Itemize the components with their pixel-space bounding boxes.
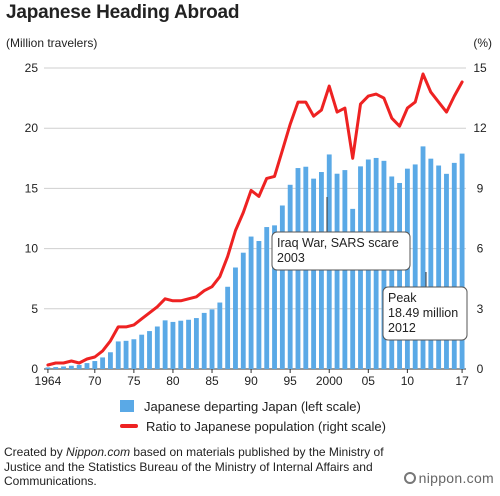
legend-line-swatch <box>120 424 138 428</box>
bar <box>389 176 395 369</box>
bar <box>178 320 184 369</box>
left-tick-label: 10 <box>25 242 39 256</box>
logo-mark-icon <box>403 472 416 484</box>
bar <box>131 339 137 369</box>
ratio-line <box>46 72 464 367</box>
x-tick-label: 95 <box>283 374 297 388</box>
bar <box>217 302 223 369</box>
annotation-text: 2012 <box>388 321 416 335</box>
bar <box>233 267 238 369</box>
bar <box>68 365 74 369</box>
x-tick-label: 05 <box>362 374 376 388</box>
bar <box>248 236 254 369</box>
bar <box>100 357 106 369</box>
bar <box>225 286 231 369</box>
annotation-text: 2003 <box>277 251 305 265</box>
bar <box>209 309 215 369</box>
left-tick-label: 15 <box>25 181 39 195</box>
chart-title: Japanese Heading Abroad <box>6 2 240 23</box>
bar <box>170 321 176 369</box>
left-tick-label: 5 <box>31 302 38 316</box>
bar <box>287 184 293 369</box>
right-tick-label: 9 <box>477 181 484 195</box>
legend-item-ratio: Ratio to Japanese population (right scal… <box>120 416 386 436</box>
legend-label-departures: Japanese departing Japan (left scale) <box>144 398 361 414</box>
x-tick-label: 70 <box>88 374 102 388</box>
bar <box>147 331 152 369</box>
bar <box>154 326 160 369</box>
x-tick-label: 1964 <box>35 374 62 388</box>
bar <box>256 241 262 369</box>
legend-label-ratio: Ratio to Japanese population (right scal… <box>146 418 386 434</box>
bar <box>193 318 199 369</box>
bar <box>334 173 340 369</box>
left-axis-unit: (Million travelers) <box>6 36 98 50</box>
annotation-text: Iraq War, SARS scare <box>277 236 399 250</box>
annotation-text: 18.49 million <box>388 306 458 320</box>
bar <box>451 162 457 369</box>
x-tick-label: 75 <box>127 374 141 388</box>
bar <box>319 172 324 369</box>
bar <box>92 361 98 369</box>
x-tick-label: 2000 <box>316 374 343 388</box>
left-tick-label: 0 <box>31 362 38 376</box>
right-tick-label: 12 <box>473 121 487 135</box>
bar <box>264 227 270 369</box>
annotation-box <box>382 286 468 341</box>
bar <box>428 158 434 369</box>
chart-legend: Japanese departing Japan (left scale) Ra… <box>120 396 386 436</box>
right-tick-label: 6 <box>477 242 484 256</box>
bar <box>240 252 246 369</box>
bar <box>186 319 191 369</box>
x-tick-label: 85 <box>205 374 219 388</box>
bar <box>412 164 418 369</box>
bar <box>123 340 129 369</box>
source-suffix: based on materials published by the Mini… <box>4 445 384 488</box>
bar <box>420 146 426 369</box>
bar <box>436 165 442 369</box>
legend-bar-swatch <box>120 400 134 412</box>
bar <box>279 205 285 369</box>
x-tick-label: 90 <box>244 374 258 388</box>
bar <box>53 367 59 369</box>
left-tick-label: 20 <box>25 121 39 135</box>
bar <box>139 334 145 369</box>
right-tick-label: 3 <box>477 302 484 316</box>
nippon-logo: nippon.com <box>403 470 494 486</box>
right-tick-label: 15 <box>473 61 487 75</box>
bar <box>45 367 51 369</box>
bar <box>459 153 465 369</box>
bar <box>162 320 168 369</box>
bar <box>115 341 121 369</box>
x-tick-label: 80 <box>166 374 180 388</box>
bar <box>444 173 449 369</box>
right-tick-label: 0 <box>477 362 484 376</box>
legend-item-departures: Japanese departing Japan (left scale) <box>120 396 386 416</box>
bar <box>201 312 207 369</box>
left-tick-label: 25 <box>25 61 39 75</box>
bar <box>108 352 113 369</box>
annotation-box <box>271 231 411 271</box>
bar <box>350 208 356 369</box>
x-tick-label: 17 <box>455 374 469 388</box>
annotation-text: Peak <box>388 291 417 305</box>
bar <box>397 182 402 369</box>
bar <box>61 366 66 369</box>
source-note: Created by Nippon.com based on materials… <box>4 445 394 489</box>
bar <box>272 225 277 369</box>
bar <box>76 364 82 369</box>
source-site: Nippon.com <box>66 445 131 459</box>
bar <box>84 363 90 369</box>
source-prefix: Created by <box>4 445 67 459</box>
logo-text: nippon.com <box>418 470 494 486</box>
right-axis-unit: (%) <box>473 36 492 50</box>
x-tick-label: 10 <box>401 374 415 388</box>
bar <box>311 178 317 369</box>
